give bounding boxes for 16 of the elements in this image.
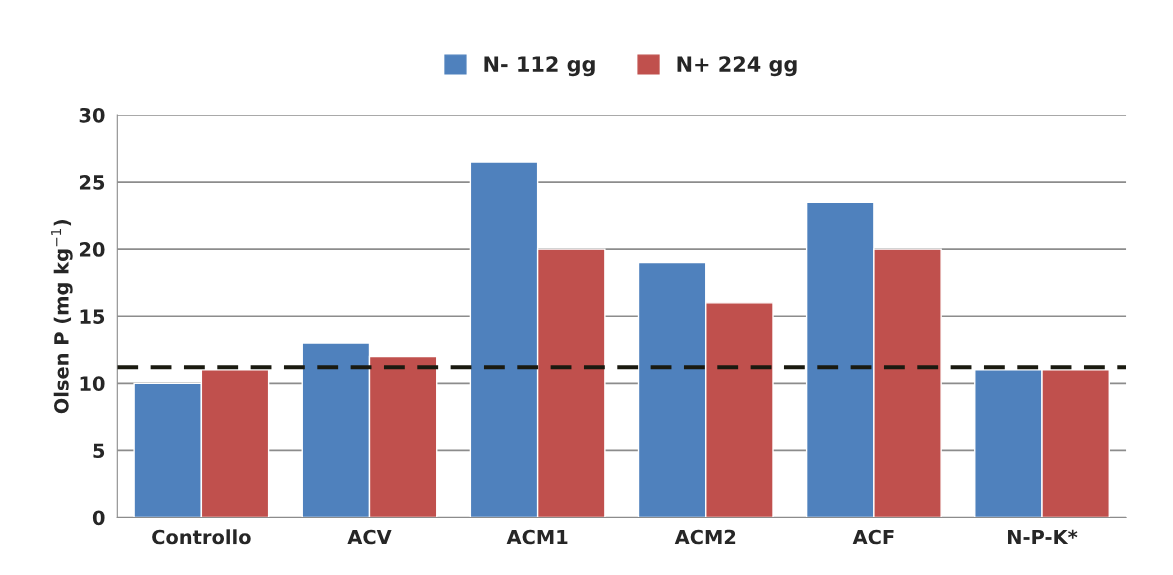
legend-label: N+ 224 gg [677, 56, 797, 77]
x-tick-label: ACV [347, 529, 392, 545]
y-tick-label: 30 [79, 107, 105, 123]
x-tick-label: ACM1 [506, 529, 568, 545]
y-tick-label: 20 [79, 242, 105, 257]
y-axis-title: Olsen P (mg kg$^{−1}$) [51, 219, 73, 414]
x-tick-label: ACF [852, 529, 894, 545]
y-tick-label: 15 [80, 309, 105, 324]
x-tick-label: Controllo [152, 529, 251, 545]
y-tick-label: 25 [79, 175, 105, 190]
y-tick-label: 10 [80, 376, 105, 391]
y-tick-label: 5 [93, 443, 105, 459]
y-tick-label: 0 [92, 510, 105, 526]
x-tick-label: N-P-K* [1008, 529, 1078, 545]
x-tick-label: ACM2 [674, 529, 736, 545]
legend-label: N- 112 gg [484, 56, 595, 77]
